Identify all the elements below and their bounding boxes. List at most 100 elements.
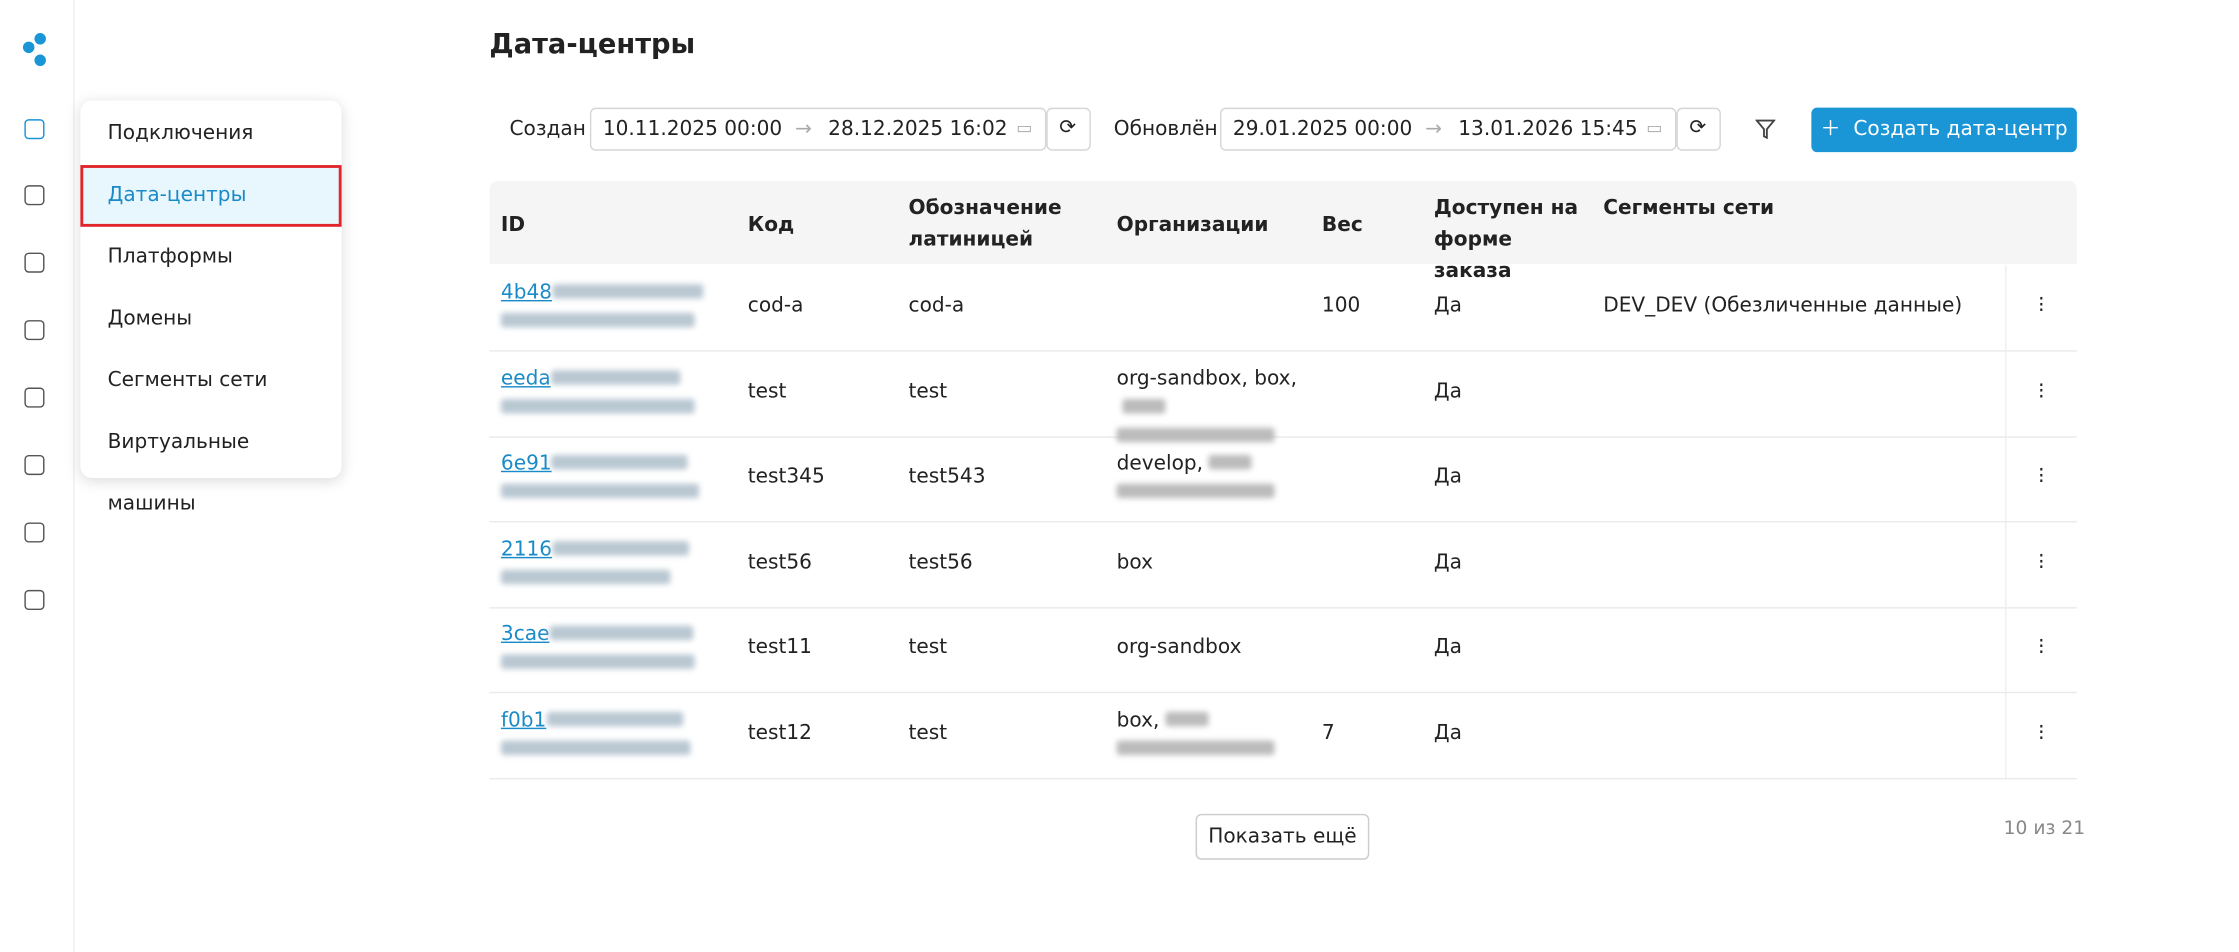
- calendar-icon: ▭: [1016, 117, 1033, 138]
- id-link[interactable]: 4b48: [500, 281, 553, 305]
- arrow: →: [795, 117, 812, 141]
- refresh-button[interactable]: ⟳: [1046, 107, 1091, 151]
- show-more-button[interactable]: Показать ещё: [1195, 813, 1370, 860]
- org-text: box,: [1116, 708, 1160, 732]
- date-range[interactable]: 29.01.2025 00:00 → 13.01.2026 15:45 ▭: [1220, 107, 1677, 151]
- id-link[interactable]: 3cae: [500, 622, 550, 646]
- table-header: ID Код Обозначение латиницей Организации Вес…: [489, 180, 2077, 283]
- table-cell: 100: [1321, 294, 1361, 318]
- nav-icon[interactable]: [24, 119, 45, 140]
- row-actions[interactable]: · · ·: [2038, 459, 2045, 494]
- divider: [2005, 436, 2007, 522]
- divider: [2005, 350, 2007, 436]
- table-row: eeda test test org-sandbox, box, Да · · ·: [489, 350, 2077, 442]
- sidebar: [0, 0, 75, 952]
- redacted: [500, 312, 695, 328]
- date-range[interactable]: 10.11.2025 00:00 → 28.12.2025 16:02 ▭: [589, 107, 1047, 151]
- row-actions[interactable]: · · ·: [2038, 288, 2045, 323]
- id-cell[interactable]: 4b48: [500, 278, 731, 335]
- column-header: Обозначение латиницей: [908, 196, 1062, 252]
- table-row: f0b1 test12 test box, 7 Да · · ·: [489, 692, 2077, 779]
- table-cell: cod-a: [908, 294, 965, 318]
- id-cell[interactable]: 6e91: [500, 449, 731, 506]
- filter-label: Обновлён: [1113, 117, 1218, 141]
- divider: [2005, 692, 2007, 778]
- table-cell: test: [908, 379, 948, 403]
- table-cell: 7: [1321, 721, 1335, 745]
- filter-label: Создан: [509, 117, 586, 141]
- table-cell: test56: [908, 550, 973, 574]
- id-cell[interactable]: f0b1: [500, 705, 731, 762]
- divider: [2005, 521, 2007, 607]
- redacted: [546, 711, 683, 726]
- table-row: 4b48 cod-a cod-a 100 Да DEV_DEV (Обезличенные…: [489, 265, 2077, 352]
- create-button[interactable]: ＋ Создать дата-центр: [1811, 107, 2077, 153]
- redacted: [500, 739, 691, 755]
- id-cell[interactable]: 3cae: [500, 620, 731, 677]
- table-cell: test345: [747, 465, 825, 489]
- nav-icon[interactable]: [24, 185, 45, 206]
- page-title: Дата-центры: [489, 28, 696, 61]
- arrow: →: [1425, 117, 1443, 141]
- row-actions[interactable]: · · ·: [2038, 630, 2045, 665]
- redacted: [551, 454, 689, 470]
- row-actions[interactable]: · · ·: [2038, 544, 2045, 580]
- menu-item[interactable]: Виртуальные машины: [107, 430, 250, 516]
- redacted: [500, 398, 695, 413]
- org-cell: develop,: [1116, 449, 1318, 506]
- table-cell: Да: [1433, 550, 1462, 574]
- id-link[interactable]: 2116: [500, 537, 553, 561]
- id-link[interactable]: f0b1: [500, 708, 547, 732]
- date-from: 10.11.2025 00:00: [602, 117, 783, 141]
- redacted: [552, 540, 689, 555]
- org-text: develop,: [1116, 452, 1204, 476]
- menu-item[interactable]: Платформы: [107, 245, 233, 269]
- redacted: [549, 625, 693, 641]
- redacted: [552, 284, 703, 299]
- divider: [2005, 265, 2007, 351]
- table-cell: Да: [1433, 721, 1462, 745]
- table-cell: Да: [1433, 635, 1462, 659]
- redacted: [1208, 454, 1252, 470]
- date-to: 13.01.2026 15:45: [1458, 117, 1638, 141]
- date-to: 28.12.2025 16:02: [828, 117, 1008, 141]
- nav-icon[interactable]: [24, 522, 45, 543]
- id-link[interactable]: 6e91: [500, 452, 552, 476]
- menu-item[interactable]: Подключения: [107, 122, 254, 145]
- redacted: [1116, 427, 1275, 442]
- redacted: [1122, 398, 1166, 413]
- menu-item[interactable]: Домены: [107, 307, 193, 331]
- nav-icon[interactable]: [24, 589, 45, 611]
- nav-icon[interactable]: [24, 387, 45, 408]
- column-header: Код: [747, 213, 795, 237]
- row-actions[interactable]: · · ·: [2038, 715, 2045, 750]
- id-cell[interactable]: eeda: [500, 364, 731, 421]
- refresh-button[interactable]: ⟳: [1676, 107, 1721, 151]
- nav-icon[interactable]: [24, 252, 45, 273]
- nav-icon[interactable]: [24, 454, 45, 476]
- table-cell: org-sandbox: [1116, 635, 1242, 659]
- redacted: [500, 569, 671, 584]
- table-row: 6e91 test345 test543 develop, Да · · ·: [489, 436, 2077, 523]
- filter-icon[interactable]: [1755, 119, 1776, 140]
- table-cell: test11: [747, 635, 812, 659]
- nav-icon[interactable]: [24, 320, 45, 341]
- table-cell: Да: [1433, 294, 1462, 318]
- button-label: Создать дата-центр: [1853, 117, 2068, 141]
- column-header: Доступен на форме заказа: [1433, 196, 1579, 283]
- row-actions[interactable]: · · ·: [2038, 373, 2045, 409]
- pagination: 10 из 21: [2003, 818, 2086, 840]
- redacted: [500, 654, 695, 669]
- id-cell[interactable]: 2116: [500, 535, 731, 592]
- divider: [2005, 607, 2007, 692]
- table-cell: test: [747, 379, 787, 403]
- id-link[interactable]: eeda: [500, 366, 551, 390]
- org-text: org-sandbox, box,: [1116, 366, 1297, 390]
- menu-item[interactable]: Сегменты сети: [107, 368, 268, 392]
- menu-item[interactable]: Дата-центры: [80, 165, 342, 227]
- redacted: [1116, 483, 1275, 499]
- table-cell: test: [908, 635, 948, 659]
- table-cell: cod-a: [747, 294, 804, 318]
